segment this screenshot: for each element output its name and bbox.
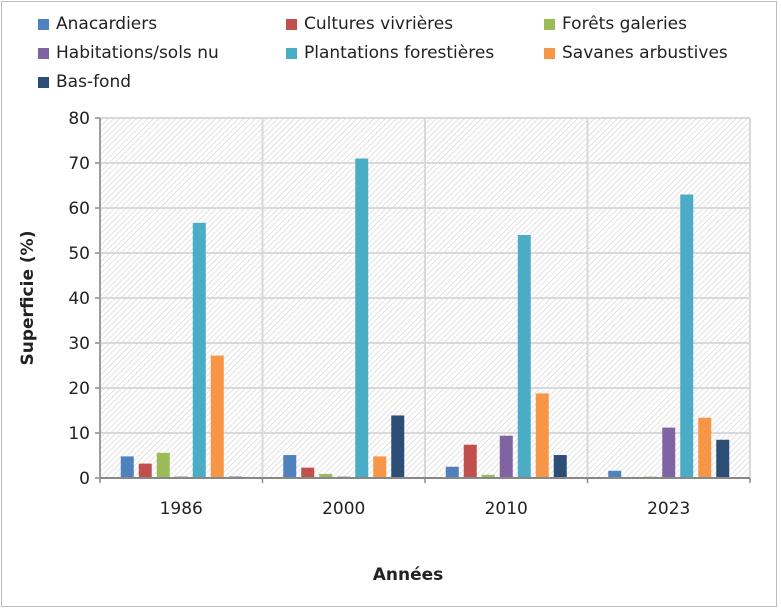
bar-plantations-foresti-res-1986 [192,222,206,478]
legend-label: Cultures vivrières [304,14,454,34]
legend-swatch [286,47,297,59]
y-tick-label: 60 [68,199,90,219]
legend-label: Anacardiers [56,14,158,34]
legend-swatch [286,18,297,30]
bar-plantations-foresti-res-2000 [355,158,369,478]
bar-habitations-sols-nu-2010 [499,435,513,478]
bar-anacardiers-2023 [608,470,622,478]
legend-item: Plantations forestières [286,43,494,63]
x-tick-label: 1986 [160,499,203,519]
bar-anacardiers-1986 [120,456,134,478]
x-tick-label: 2023 [647,499,690,519]
x-axis-label: Années [373,565,444,585]
bar-savanes-arbustives-2010 [535,393,549,478]
bar-bas-fond-2000 [391,415,405,478]
legend-item: Habitations/sols nu [38,43,219,63]
y-tick-label: 80 [68,109,90,129]
bar-anacardiers-2000 [283,455,297,478]
bar-cultures-vivri-res-2010 [463,444,477,478]
bar-savanes-arbustives-2023 [698,417,712,478]
legend-label: Habitations/sols nu [56,43,219,63]
legend-item: Bas-fond [38,72,131,92]
y-tick-label: 10 [68,424,90,444]
legend-label: Forêts galeries [562,14,687,34]
bar-savanes-arbustives-1986 [210,355,224,478]
y-tick-label: 40 [68,289,90,309]
legend-swatch [544,18,555,30]
legend-label: Plantations forestières [304,43,495,63]
bar-habitations-sols-nu-2023 [662,427,676,478]
x-tick-label: 2000 [322,499,365,519]
y-tick-label: 50 [68,244,90,264]
bar-anacardiers-2010 [445,466,459,478]
y-axis-label: Superficie (%) [18,231,38,366]
bar-plantations-foresti-res-2023 [680,194,694,478]
bar-savanes-arbustives-2000 [373,456,387,478]
y-tick-label: 20 [68,379,90,399]
legend-swatch [38,76,49,88]
bar-for-ts-galeries-2010 [481,474,495,478]
bar-for-ts-galeries-1986 [156,452,170,478]
legend-item: Forêts galeries [544,14,687,34]
legend-swatch [38,47,49,59]
y-tick-label: 0 [79,469,90,489]
y-tick-label: 30 [68,334,90,354]
legend-label: Savanes arbustives [562,43,728,63]
x-tick-label: 2010 [485,499,528,519]
legend-item: Cultures vivrières [286,14,453,34]
bar-plantations-foresti-res-2010 [517,235,531,478]
legend-swatch [38,18,49,30]
bar-cultures-vivri-res-1986 [138,463,152,478]
legend-item: Anacardiers [38,14,157,34]
bar-bas-fond-2010 [553,455,567,478]
bar-bas-fond-2023 [716,439,730,478]
bar-cultures-vivri-res-2000 [301,467,315,478]
bar-for-ts-galeries-2000 [319,473,333,478]
legend-swatch [544,47,555,59]
legend-item: Savanes arbustives [544,43,728,63]
y-tick-label: 70 [68,154,90,174]
legend-label: Bas-fond [56,72,132,92]
